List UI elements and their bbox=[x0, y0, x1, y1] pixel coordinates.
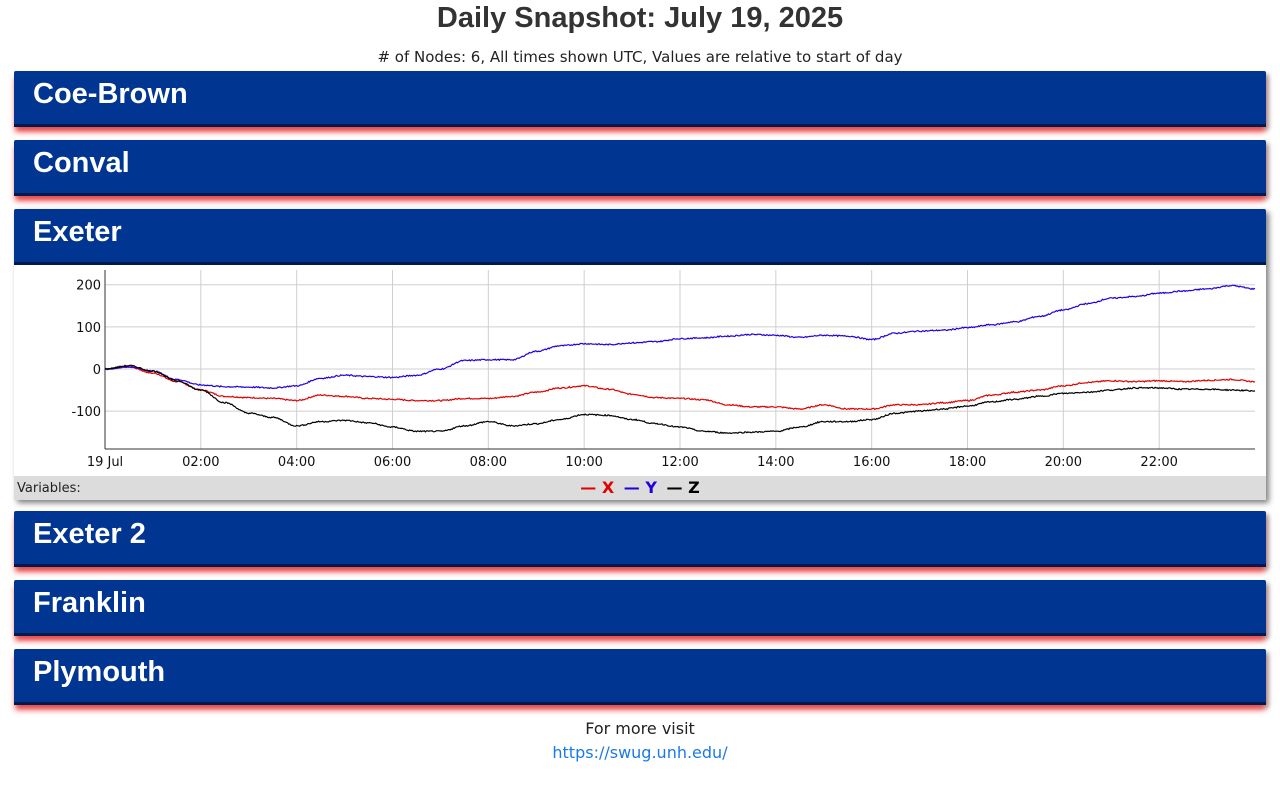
x-tick-label: 16:00 bbox=[853, 455, 890, 470]
y-tick-label: 200 bbox=[76, 279, 101, 294]
node-panel-exeter-2: Exeter 2 bbox=[14, 511, 1266, 567]
node-header-coe-brown[interactable]: Coe-Brown bbox=[14, 71, 1266, 127]
y-tick-label: 0 bbox=[93, 363, 101, 378]
x-tick-label: 12:00 bbox=[661, 455, 698, 470]
footer-text: For more visit bbox=[585, 719, 695, 738]
x-tick-label: 14:00 bbox=[757, 455, 794, 470]
legend-items: — X — Y — Z bbox=[14, 478, 1266, 497]
line-chart[interactable]: -100 0 100 200 19 Jul 02:00 04:00 06:00 08:00 10:… bbox=[14, 265, 1266, 476]
legend-label: Variables: bbox=[17, 481, 81, 496]
x-tick-label: 22:00 bbox=[1140, 455, 1177, 470]
node-header-exeter[interactable]: Exeter bbox=[14, 209, 1266, 265]
y-tick-label: -100 bbox=[71, 405, 101, 420]
node-panel-conval: Conval bbox=[14, 140, 1266, 196]
legend-item-x-label: X bbox=[601, 478, 615, 497]
series-line-y bbox=[104, 284, 1256, 390]
chart-area: -100 0 100 200 19 Jul 02:00 04:00 06:00 08:00 10:… bbox=[14, 265, 1266, 476]
node-header-plymouth[interactable]: Plymouth bbox=[14, 649, 1266, 705]
legend-item-x[interactable]: — X bbox=[580, 478, 615, 497]
node-panel-plymouth: Plymouth bbox=[14, 649, 1266, 705]
page-subtitle: # of Nodes: 6, All times shown UTC, Valu… bbox=[377, 48, 903, 66]
x-tick-label: 08:00 bbox=[470, 455, 507, 470]
x-tick-label: 19 Jul bbox=[87, 455, 123, 470]
legend-item-z-label: Z bbox=[688, 478, 700, 497]
legend-bar: Variables: — X — Y — Z bbox=[14, 476, 1266, 500]
x-tick-label: 06:00 bbox=[374, 455, 411, 470]
x-tick-label: 20:00 bbox=[1045, 455, 1082, 470]
x-tick-label: 04:00 bbox=[278, 455, 315, 470]
page-title: Daily Snapshot: July 19, 2025 bbox=[436, 2, 844, 34]
x-tick-label: 10:00 bbox=[565, 455, 602, 470]
x-tick-label: 18:00 bbox=[949, 455, 986, 470]
series-line-z bbox=[104, 364, 1256, 435]
legend-item-z[interactable]: — Z bbox=[666, 478, 700, 497]
legend-item-y-label: Y bbox=[645, 478, 657, 497]
node-panel-franklin: Franklin bbox=[14, 580, 1266, 636]
node-header-franklin[interactable]: Franklin bbox=[14, 580, 1266, 636]
footer-link-wrap: https://swug.unh.edu/ bbox=[0, 743, 1280, 762]
footer-link[interactable]: https://swug.unh.edu/ bbox=[552, 743, 728, 762]
y-tick-label: 100 bbox=[76, 321, 101, 336]
node-panel-coe-brown: Coe-Brown bbox=[14, 71, 1266, 127]
node-header-exeter-2[interactable]: Exeter 2 bbox=[14, 511, 1266, 567]
legend-item-y[interactable]: — Y bbox=[623, 478, 657, 497]
x-tick-label: 02:00 bbox=[182, 455, 219, 470]
node-header-conval[interactable]: Conval bbox=[14, 140, 1266, 196]
series-line-x bbox=[104, 365, 1256, 411]
node-panel-exeter: Exeter -100 0 100 200 19 Jul 02:00 04:00 06:00 0… bbox=[14, 209, 1266, 500]
